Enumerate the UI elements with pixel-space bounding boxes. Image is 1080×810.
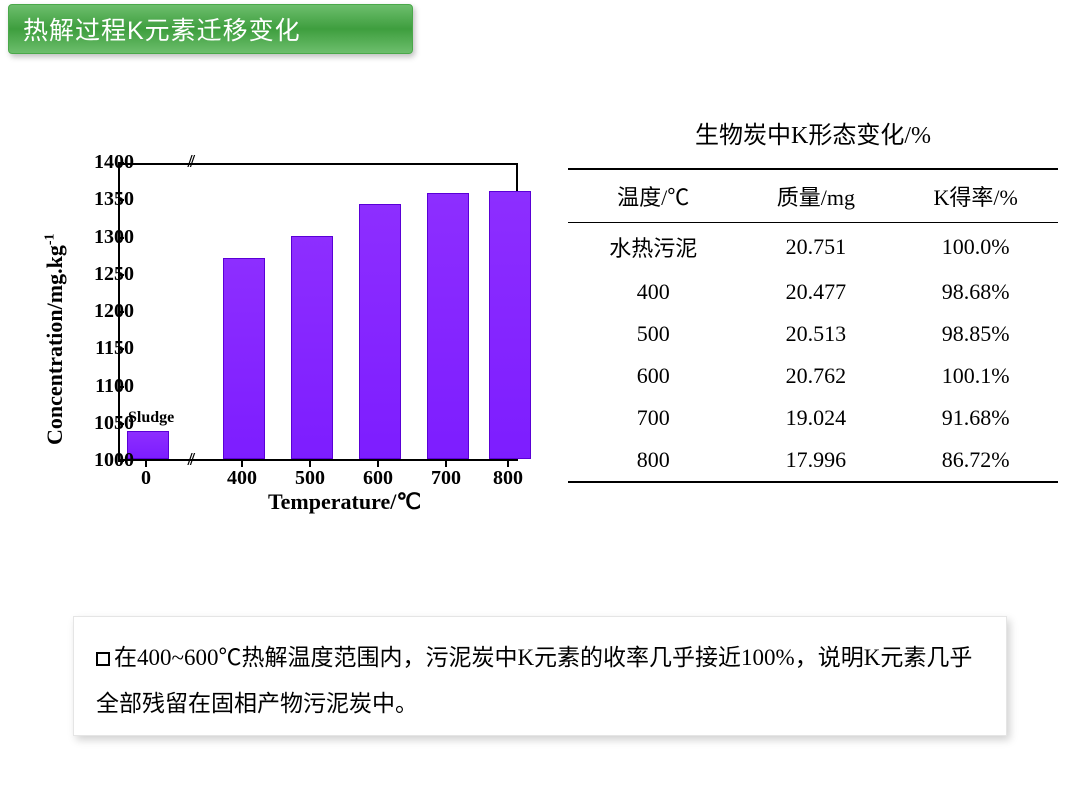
xtick-mark bbox=[507, 461, 509, 467]
xtick-label: 500 bbox=[295, 467, 325, 490]
table-row: 60020.762100.1% bbox=[568, 355, 1058, 397]
ytick-label: 1150 bbox=[74, 337, 134, 360]
chart-bar bbox=[427, 193, 469, 459]
table-cell: 100.0% bbox=[893, 223, 1058, 272]
table-row: 80017.99686.72% bbox=[568, 439, 1058, 482]
ytick-label: 1100 bbox=[74, 375, 134, 398]
ytick-label: 1050 bbox=[74, 412, 134, 435]
xtick-label: 800 bbox=[493, 467, 523, 490]
chart-bar bbox=[223, 258, 265, 459]
ytick-label: 1200 bbox=[74, 300, 134, 323]
summary-note: 在400~600℃热解温度范围内，污泥炭中K元素的收率几乎接近100%，说明K元… bbox=[73, 616, 1007, 736]
ytick-mark bbox=[118, 386, 124, 388]
table-header-cell: 质量/mg bbox=[738, 169, 893, 223]
xtick-label: 0 bbox=[141, 467, 151, 490]
ytick-label: 1300 bbox=[74, 226, 134, 249]
chart-ylabel: Concentration/mg.kg-1 bbox=[42, 234, 68, 446]
xtick-label: 600 bbox=[363, 467, 393, 490]
table-cell: 17.996 bbox=[738, 439, 893, 482]
ytick-mark bbox=[118, 274, 124, 276]
table-cell: 20.477 bbox=[738, 271, 893, 313]
sludge-label: Sludge bbox=[128, 409, 174, 427]
table-row: 水热污泥20.751100.0% bbox=[568, 223, 1058, 272]
data-table: 温度/℃质量/mgK得率/% 水热污泥20.751100.0%40020.477… bbox=[568, 168, 1058, 483]
table-cell: 98.85% bbox=[893, 313, 1058, 355]
table-cell: 400 bbox=[568, 271, 738, 313]
table-cell: 水热污泥 bbox=[568, 223, 738, 272]
xtick-mark bbox=[145, 461, 147, 467]
slide-title: 热解过程K元素迁移变化 bbox=[8, 4, 413, 54]
table-cell: 20.762 bbox=[738, 355, 893, 397]
table-cell: 91.68% bbox=[893, 397, 1058, 439]
table-cell: 500 bbox=[568, 313, 738, 355]
table-cell: 800 bbox=[568, 439, 738, 482]
table-row: 40020.47798.68% bbox=[568, 271, 1058, 313]
chart-bar bbox=[359, 204, 401, 459]
table-header-cell: 温度/℃ bbox=[568, 169, 738, 223]
chart-xlabel: Temperature/℃ bbox=[268, 489, 421, 515]
table-cell: 86.72% bbox=[893, 439, 1058, 482]
table-cell: 19.024 bbox=[738, 397, 893, 439]
xtick-label: 700 bbox=[431, 467, 461, 490]
table-title: 生物炭中K形态变化/% bbox=[568, 115, 1058, 150]
table-cell: 700 bbox=[568, 397, 738, 439]
data-table-wrap: 生物炭中K形态变化/% 温度/℃质量/mgK得率/% 水热污泥20.751100… bbox=[568, 115, 1058, 520]
ytick-mark bbox=[118, 460, 124, 462]
ytick-mark bbox=[118, 162, 124, 164]
chart-bar bbox=[489, 191, 531, 459]
ytick-mark bbox=[118, 348, 124, 350]
chart-bar bbox=[291, 236, 333, 460]
ytick-mark bbox=[118, 237, 124, 239]
table-header-cell: K得率/% bbox=[893, 169, 1058, 223]
table-row: 70019.02491.68% bbox=[568, 397, 1058, 439]
table-cell: 600 bbox=[568, 355, 738, 397]
ytick-label: 1000 bbox=[74, 449, 134, 472]
ytick-label: 1250 bbox=[74, 263, 134, 286]
xtick-label: 400 bbox=[227, 467, 257, 490]
note-text: 在400~600℃热解温度范围内，污泥炭中K元素的收率几乎接近100%，说明K元… bbox=[96, 645, 972, 716]
ytick-label: 1350 bbox=[74, 188, 134, 211]
table-cell: 100.1% bbox=[893, 355, 1058, 397]
table-cell: 20.751 bbox=[738, 223, 893, 272]
xtick-mark bbox=[309, 461, 311, 467]
ytick-mark bbox=[118, 199, 124, 201]
ytick-label: 1400 bbox=[74, 151, 134, 174]
bullet-icon bbox=[96, 652, 110, 666]
bar-chart: Concentration/mg.kg-1 Temperature/℃ / / … bbox=[18, 115, 538, 520]
ytick-mark bbox=[118, 311, 124, 313]
xtick-mark bbox=[377, 461, 379, 467]
table-cell: 98.68% bbox=[893, 271, 1058, 313]
table-cell: 20.513 bbox=[738, 313, 893, 355]
table-row: 50020.51398.85% bbox=[568, 313, 1058, 355]
xtick-mark bbox=[445, 461, 447, 467]
ytick-mark bbox=[118, 423, 124, 425]
xtick-mark bbox=[241, 461, 243, 467]
content-row: Concentration/mg.kg-1 Temperature/℃ / / … bbox=[0, 115, 1080, 520]
plot-area bbox=[118, 163, 518, 461]
